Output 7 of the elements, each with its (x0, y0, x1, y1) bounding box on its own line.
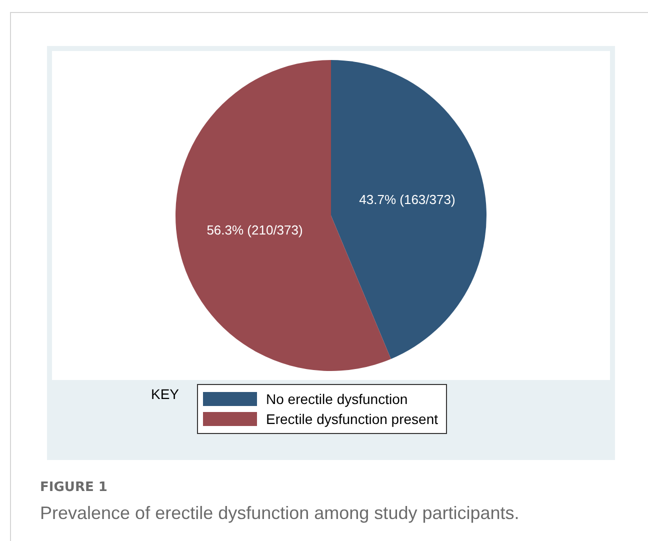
legend-title: KEY (151, 386, 180, 402)
legend-label: Erectile dysfunction present (266, 411, 438, 427)
data-label: 56.3% (210/373) (206, 222, 303, 238)
legend-label: No erectile dysfunction (266, 391, 408, 407)
data-label: 43.7% (163/373) (359, 192, 456, 207)
text: Prevalence of erectile dysfunction among study participants. (40, 503, 520, 524)
text: FIGURE 1 (40, 480, 108, 495)
